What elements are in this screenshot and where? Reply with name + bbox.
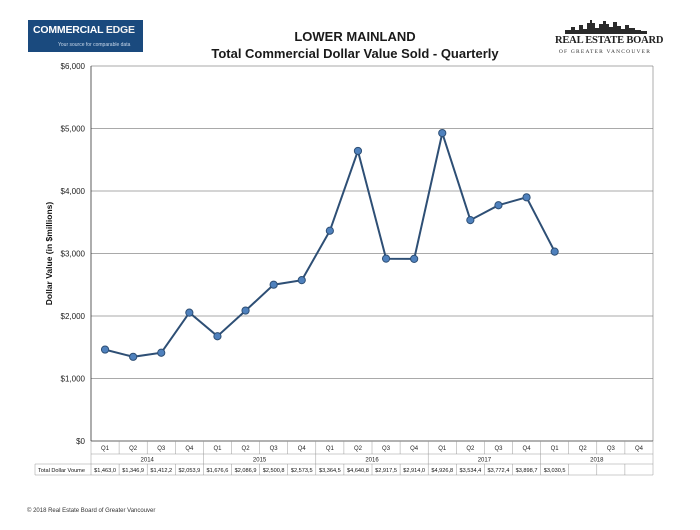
y-tick-label: $5,000 bbox=[61, 125, 86, 134]
chart-title-block: LOWER MAINLAND Total Commercial Dollar V… bbox=[170, 28, 540, 62]
data-point bbox=[129, 352, 138, 361]
logo-brand-a: COMMERCIAL bbox=[33, 24, 106, 36]
x-tick-label: Q1 bbox=[326, 446, 335, 452]
x-tick-label: Q1 bbox=[438, 446, 447, 452]
y-axis-label: Dollar Value (in $millions) bbox=[44, 202, 54, 306]
x-tick-label: Q2 bbox=[129, 446, 138, 452]
y-tick-label: $2,000 bbox=[61, 312, 86, 321]
x-tick-label: Q1 bbox=[213, 446, 222, 452]
table-value-cell: $3,030,5 bbox=[544, 468, 566, 474]
x-tick-label: Q1 bbox=[551, 446, 560, 452]
table-value-cell: $3,364,5 bbox=[319, 468, 341, 474]
x-tick-label: Q4 bbox=[185, 446, 194, 452]
data-point bbox=[438, 128, 447, 138]
real-estate-board-logo: REAL ESTATE BOARD OF GREATER VANCOUVER bbox=[555, 18, 664, 60]
copyright-footer: © 2018 Real Estate Board of Greater Vanc… bbox=[27, 508, 156, 514]
x-tick-label: Q3 bbox=[382, 446, 391, 452]
commercial-edge-logo: COMMERCIAL EDGE Your source for comparab… bbox=[28, 20, 143, 52]
data-point bbox=[100, 345, 110, 354]
table-row-label: Total Dollar Voume bbox=[38, 468, 85, 474]
logo-tagline: Your source for comparable data bbox=[58, 42, 131, 48]
data-point bbox=[241, 306, 250, 315]
data-point bbox=[353, 146, 363, 156]
x-tick-label: Q2 bbox=[466, 446, 475, 452]
table-value-cell: $3,898,7 bbox=[516, 468, 538, 474]
y-tick-label: $1,000 bbox=[61, 375, 86, 384]
data-point bbox=[157, 348, 166, 357]
data-point bbox=[297, 276, 306, 285]
board-name: REAL ESTATE BOARD bbox=[555, 35, 664, 46]
table-value-cell: $2,914,0 bbox=[403, 468, 425, 474]
chart-subtitle: Total Commercial Dollar Value Sold - Qua… bbox=[211, 46, 499, 61]
x-tick-label: Q1 bbox=[101, 446, 110, 452]
x-tick-label: Q2 bbox=[242, 446, 251, 452]
chart-title: LOWER MAINLAND bbox=[294, 29, 416, 44]
commercial-edge-wordmark: COMMERCIAL EDGE bbox=[33, 24, 135, 36]
table-value-cell: $4,926,8 bbox=[431, 468, 453, 474]
table-value-cell: $1,346,9 bbox=[122, 468, 144, 474]
year-label: 2017 bbox=[478, 458, 492, 464]
x-tick-label: Q4 bbox=[635, 446, 644, 452]
x-tick-label: Q2 bbox=[354, 446, 363, 452]
board-subname: OF GREATER VANCOUVER bbox=[558, 49, 652, 55]
x-tick-label: Q4 bbox=[298, 446, 307, 452]
x-tick-label: Q3 bbox=[494, 446, 503, 452]
y-tick-label: $6,000 bbox=[61, 62, 86, 71]
y-tick-label: $0 bbox=[76, 437, 85, 446]
year-label: 2015 bbox=[253, 458, 267, 464]
data-point bbox=[269, 280, 278, 289]
data-point bbox=[410, 254, 419, 263]
year-label: 2018 bbox=[590, 458, 604, 464]
y-tick-label: $4,000 bbox=[61, 187, 86, 196]
x-tick-label: Q4 bbox=[410, 446, 419, 452]
logo-brand-b: EDGE bbox=[105, 24, 135, 36]
table-value-cell: $2,573,5 bbox=[291, 468, 313, 474]
y-tick-label: $3,000 bbox=[61, 250, 86, 259]
table-value-cell: $1,676,6 bbox=[207, 468, 229, 474]
table-value-cell: $2,086,9 bbox=[235, 468, 257, 474]
skyline-icon bbox=[565, 20, 647, 34]
data-point bbox=[381, 254, 391, 263]
table-value-cell: $2,917,5 bbox=[375, 468, 397, 474]
x-tick-label: Q3 bbox=[157, 446, 166, 452]
data-point bbox=[325, 226, 334, 235]
table-value-cell: $4,640,8 bbox=[347, 468, 369, 474]
x-tick-label: Q3 bbox=[607, 446, 616, 452]
table-value-cell: $3,534,4 bbox=[459, 468, 481, 474]
table-value-cell: $1,463,0 bbox=[94, 468, 116, 474]
x-tick-label: Q3 bbox=[270, 446, 279, 452]
data-point bbox=[522, 193, 531, 202]
x-tick-label: Q4 bbox=[523, 446, 532, 452]
table-value-cell: $3,772,4 bbox=[488, 468, 510, 474]
year-label: 2014 bbox=[141, 458, 155, 464]
series-line bbox=[104, 129, 556, 358]
data-point bbox=[550, 247, 559, 256]
year-label: 2016 bbox=[365, 458, 379, 464]
table-value-cell: $2,053,9 bbox=[178, 468, 200, 474]
data-point bbox=[213, 332, 222, 341]
data-point bbox=[494, 201, 503, 210]
table-value-cell: $2,500,8 bbox=[263, 468, 285, 474]
table-value-cell: $1,412,2 bbox=[150, 468, 172, 474]
data-point bbox=[185, 308, 194, 317]
x-tick-label: Q2 bbox=[579, 446, 588, 452]
data-point bbox=[466, 216, 475, 225]
